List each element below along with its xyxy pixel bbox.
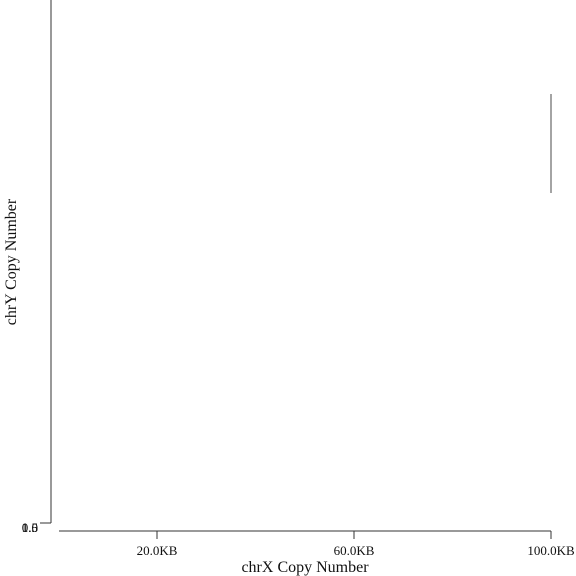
y-tick-label: 1.0 xyxy=(22,520,38,535)
x-tick-label: 100.0KB xyxy=(527,543,575,558)
y-tick-label: 0.5 xyxy=(22,520,38,535)
x-tick-label: 20.0KB xyxy=(137,543,178,558)
y-axis-title: chrY Copy Number xyxy=(3,198,20,325)
axes: 20.0KB 60.0KB 100.0KB 1.51.00.5 xyxy=(22,0,575,558)
x-axis-title: chrX Copy Number xyxy=(241,559,369,576)
x-tick-label: 60.0KB xyxy=(334,543,375,558)
axis-labels: chrX Copy Number chrY Copy Number xyxy=(3,198,369,576)
y-tick-label: 1.5 xyxy=(22,520,38,535)
